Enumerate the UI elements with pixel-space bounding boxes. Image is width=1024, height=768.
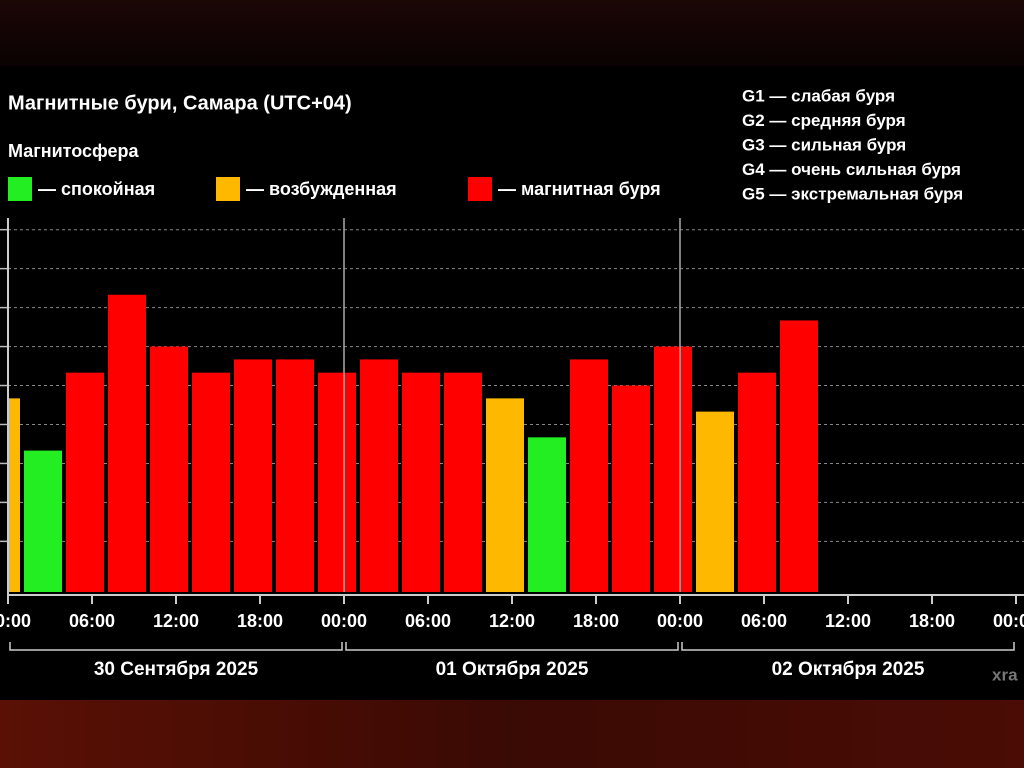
x-tick-label: 00:00 bbox=[657, 611, 703, 631]
legend-label: — спокойная bbox=[38, 179, 155, 199]
legend-label: — магнитная буря bbox=[498, 179, 661, 199]
bar bbox=[234, 359, 272, 592]
bar bbox=[318, 372, 356, 592]
bar bbox=[192, 372, 230, 592]
chart-title: Магнитные бури, Самара (UTC+04) bbox=[8, 92, 352, 114]
x-tick-label: 06:00 bbox=[741, 611, 787, 631]
storm-level: G5 — экстремальная буря bbox=[742, 184, 963, 203]
x-tick-label: 00:00 bbox=[321, 611, 367, 631]
bar bbox=[696, 411, 734, 592]
x-tick-label: 12:00 bbox=[489, 611, 535, 631]
bar bbox=[66, 372, 104, 592]
bar bbox=[24, 450, 62, 592]
legend-title: Магнитосфера bbox=[8, 141, 140, 161]
legend-label: — возбужденная bbox=[246, 179, 397, 199]
x-tick-label: 18:00 bbox=[909, 611, 955, 631]
bar bbox=[570, 359, 608, 592]
watermark: xra bbox=[992, 665, 1018, 684]
x-tick-label: 06:00 bbox=[69, 611, 115, 631]
date-label: 30 Сентября 2025 bbox=[94, 659, 259, 680]
bar bbox=[738, 372, 776, 592]
x-tick-label: 12:00 bbox=[153, 611, 199, 631]
bar bbox=[276, 359, 314, 592]
x-tick-label: 00:00 bbox=[993, 611, 1024, 631]
bar bbox=[360, 359, 398, 592]
bar bbox=[402, 372, 440, 592]
legend-swatch bbox=[468, 177, 492, 201]
date-label: 01 Октября 2025 bbox=[436, 659, 589, 680]
bar bbox=[780, 320, 818, 592]
bar bbox=[486, 398, 524, 592]
bottom-band bbox=[0, 700, 1024, 768]
bar bbox=[444, 372, 482, 592]
bar bbox=[8, 398, 20, 592]
bar bbox=[150, 346, 188, 592]
x-tick-label: 18:00 bbox=[237, 611, 283, 631]
storm-level: G4 — очень сильная буря bbox=[742, 160, 961, 179]
storm-level: G3 — сильная буря bbox=[742, 135, 906, 154]
date-bracket bbox=[681, 642, 1015, 651]
storm-level: G1 — слабая буря bbox=[742, 86, 895, 105]
bar bbox=[654, 346, 692, 592]
date-bracket bbox=[9, 642, 343, 651]
legend-swatch bbox=[216, 177, 240, 201]
plot bbox=[8, 229, 1024, 592]
x-tick-label: 18:00 bbox=[573, 611, 619, 631]
bar bbox=[612, 385, 650, 592]
bar bbox=[108, 294, 146, 592]
x-tick-label: 06:00 bbox=[405, 611, 451, 631]
x-tick-label: 00:00 bbox=[0, 611, 31, 631]
bar bbox=[528, 437, 566, 592]
storm-level: G2 — средняя буря bbox=[742, 111, 906, 130]
x-tick-label: 12:00 bbox=[825, 611, 871, 631]
legend-swatch bbox=[8, 177, 32, 201]
top-band bbox=[0, 0, 1024, 66]
date-label: 02 Октября 2025 bbox=[772, 659, 925, 680]
date-bracket bbox=[345, 642, 679, 651]
